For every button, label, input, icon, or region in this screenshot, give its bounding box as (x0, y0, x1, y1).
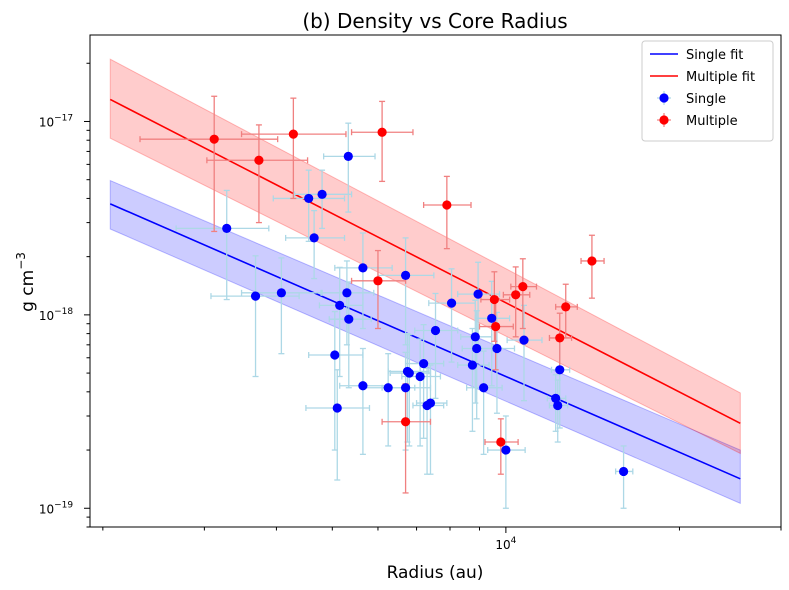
legend-marker-swatch (659, 115, 669, 125)
multiple-point-10 (511, 290, 521, 300)
single-point-25 (467, 360, 478, 370)
legend-item-single-fit: Single fit (650, 48, 743, 63)
multiple-point-3 (373, 276, 383, 286)
multiple-point-11 (518, 282, 528, 292)
y-tick-label-base: 10 (39, 502, 54, 516)
single-point-9 (343, 151, 353, 161)
multiple-point-6 (442, 200, 452, 210)
y-tick-label-exponent: −18 (54, 307, 73, 317)
single-point-24 (446, 298, 457, 308)
x-axis-label: Radius (au) (387, 563, 484, 583)
multiple-point-9 (496, 437, 506, 447)
single-point-30 (487, 313, 497, 323)
single-point-26 (470, 332, 480, 342)
multiple-point-14 (587, 256, 597, 266)
legend-label: Single fit (686, 48, 743, 63)
single-point-34 (551, 393, 561, 403)
single-point-32 (501, 445, 511, 455)
error-bar-0-12 (339, 347, 389, 456)
y-tick-label-exponent: −19 (54, 500, 73, 510)
data-points (209, 127, 629, 477)
legend-item-multiple-fit: Multiple fit (650, 70, 755, 85)
single-point-36 (555, 365, 565, 375)
single-point-11 (332, 403, 342, 413)
error-bar-0-32 (487, 415, 526, 509)
multiple-point-8 (491, 321, 501, 332)
single-point-20 (419, 358, 429, 369)
single-point-3 (304, 193, 314, 204)
y-tick-label-0: 10−19 (39, 500, 74, 516)
single-point-13 (358, 263, 368, 273)
single-point-12 (358, 381, 368, 391)
single-point-10 (344, 314, 354, 324)
fit-line-1 (109, 98, 741, 425)
x-tick-label-0: 104 (495, 536, 516, 552)
multiple-point-1 (254, 155, 264, 165)
single-point-16 (400, 270, 411, 280)
single-point-37 (618, 466, 629, 477)
single-point-23 (430, 325, 441, 336)
multiple-point-12 (555, 333, 565, 343)
y-axis-label-exponent: −3 (14, 252, 28, 270)
legend-label: Multiple fit (686, 70, 755, 85)
single-point-8 (342, 288, 352, 298)
y-axis-label: g cm−3 (14, 252, 38, 312)
y-tick-label-base: 10 (39, 309, 54, 323)
multiple-point-4 (377, 127, 387, 137)
x-tick-label-exponent: 4 (511, 536, 517, 546)
single-point-0 (222, 223, 232, 233)
multiple-point-13 (561, 302, 571, 312)
single-point-35 (553, 400, 563, 411)
y-tick-label-base: 10 (39, 115, 54, 129)
single-point-19 (415, 371, 425, 382)
single-point-6 (330, 350, 340, 360)
error-bar-1-14 (580, 234, 605, 299)
legend-label: Single (686, 92, 726, 107)
error-bar-1-0 (139, 95, 279, 233)
single-point-1 (250, 291, 261, 301)
legend-marker-swatch (659, 93, 669, 103)
chart-title: (b) Density vs Core Radius (302, 9, 567, 33)
legend-item-multiple: Multiple (657, 113, 738, 129)
single-point-2 (276, 288, 286, 298)
multiple-point-5 (400, 417, 411, 427)
single-point-14 (383, 383, 393, 393)
legend-item-single: Single (657, 91, 726, 107)
multiple-point-2 (288, 129, 298, 139)
legend: Single fit Multiple fit Single Multiple (641, 40, 774, 142)
y-tick-label-2: 10−17 (39, 113, 73, 129)
single-point-15 (400, 383, 411, 393)
single-point-5 (317, 189, 327, 199)
single-point-28 (473, 289, 483, 299)
multiple-point-7 (489, 294, 499, 305)
single-point-31 (492, 343, 502, 354)
plot-frame (89, 34, 782, 528)
single-point-4 (309, 233, 319, 243)
legend-label: Multiple (686, 114, 738, 129)
multiple-point-0 (209, 134, 219, 144)
x-tick-label-base: 10 (495, 538, 510, 552)
fit-line-0 (109, 203, 741, 480)
y-tick-label-exponent: −17 (54, 113, 73, 123)
fit-lines (109, 98, 741, 480)
y-tick-label-1: 10−18 (39, 307, 74, 323)
legend-box (641, 40, 774, 142)
y-axis-label-base: g cm (18, 270, 38, 312)
single-point-33 (519, 335, 529, 345)
single-point-22 (425, 398, 436, 408)
single-point-27 (472, 343, 482, 354)
error-bar-1-4 (350, 100, 414, 183)
x-axis-ticks: 104 (102, 527, 782, 552)
error-bar-1-11 (510, 258, 538, 330)
error-bar-0-22 (415, 364, 448, 475)
confidence-band-1 (109, 58, 741, 455)
single-point-29 (479, 383, 489, 393)
single-point-7 (335, 300, 345, 310)
single-point-18 (404, 368, 414, 378)
